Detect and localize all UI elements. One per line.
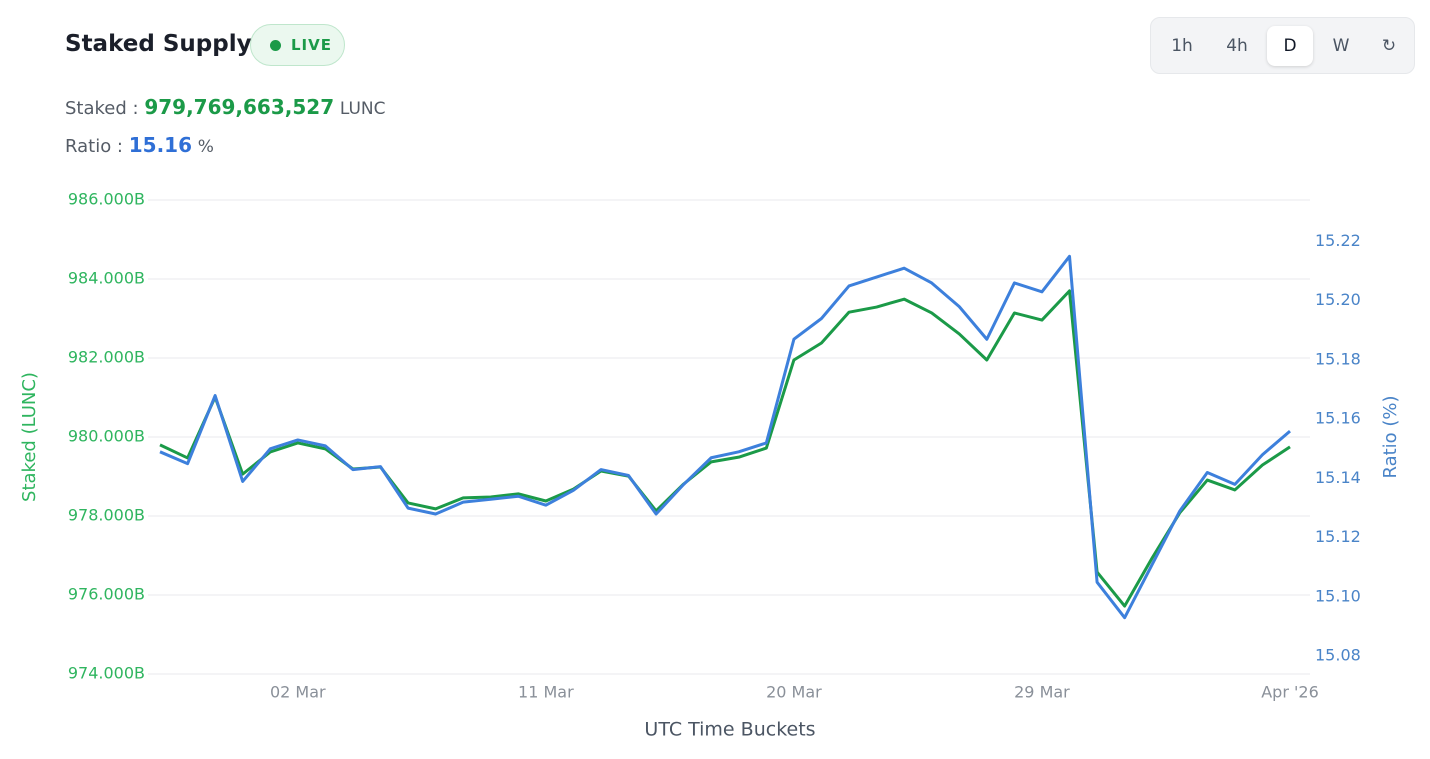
staked-stat: Staked : 979,769,663,527 LUNC bbox=[65, 95, 386, 119]
y2-tick-label: 15.14 bbox=[1315, 468, 1361, 487]
interval-button[interactable]: W bbox=[1332, 36, 1350, 56]
x-tick-label: 29 Mar bbox=[1014, 683, 1070, 702]
live-dot bbox=[270, 40, 281, 51]
y2-tick-label: 15.12 bbox=[1315, 527, 1361, 546]
live-badge: LIVE bbox=[250, 24, 345, 66]
ratio-unit: % bbox=[197, 137, 214, 157]
y-tick-label: 980.000B bbox=[68, 427, 145, 446]
refresh-button[interactable]: ↻ bbox=[1381, 36, 1397, 56]
staked-label: Staked : bbox=[65, 98, 139, 119]
x-tick-label: 20 Mar bbox=[766, 683, 822, 702]
y2-tick-label: 15.10 bbox=[1315, 586, 1361, 605]
x-tick-label: 02 Mar bbox=[270, 683, 326, 702]
y-tick-label: 976.000B bbox=[68, 585, 145, 604]
x-tick-label: Apr '26 bbox=[1261, 683, 1319, 702]
y-tick-label: 978.000B bbox=[68, 506, 145, 525]
interval-controls: 1h 4h D W ↻ bbox=[1150, 17, 1415, 74]
interval-button[interactable]: 4h bbox=[1226, 36, 1248, 56]
y-axis-title: Staked (LUNC) bbox=[19, 372, 40, 502]
ratio-label: Ratio : bbox=[65, 136, 123, 157]
y2-tick-label: 15.22 bbox=[1315, 231, 1361, 250]
page-title: Staked Supply bbox=[65, 31, 252, 57]
x-axis-title: UTC Time Buckets bbox=[644, 719, 815, 741]
y-tick-label: 982.000B bbox=[68, 348, 145, 367]
y2-tick-label: 15.18 bbox=[1315, 349, 1361, 368]
interval-button[interactable]: D bbox=[1267, 26, 1313, 66]
ratio-value: 15.16 bbox=[128, 133, 192, 157]
interval-button[interactable]: 1h bbox=[1171, 36, 1193, 56]
y-tick-label: 986.000B bbox=[68, 190, 145, 209]
y-tick-label: 984.000B bbox=[68, 269, 145, 288]
x-tick-label: 11 Mar bbox=[518, 683, 574, 702]
ratio-stat: Ratio : 15.16 % bbox=[65, 133, 214, 157]
y2-tick-label: 15.20 bbox=[1315, 290, 1361, 309]
y2-tick-label: 15.16 bbox=[1315, 409, 1361, 428]
staked-value: 979,769,663,527 bbox=[144, 95, 335, 119]
series-line bbox=[159, 254, 1291, 620]
staked-unit: LUNC bbox=[339, 99, 386, 119]
y2-axis-title: Ratio (%) bbox=[1380, 395, 1401, 478]
live-text: LIVE bbox=[291, 36, 332, 54]
y-tick-label: 974.000B bbox=[68, 664, 145, 683]
y2-tick-label: 15.08 bbox=[1315, 646, 1361, 665]
